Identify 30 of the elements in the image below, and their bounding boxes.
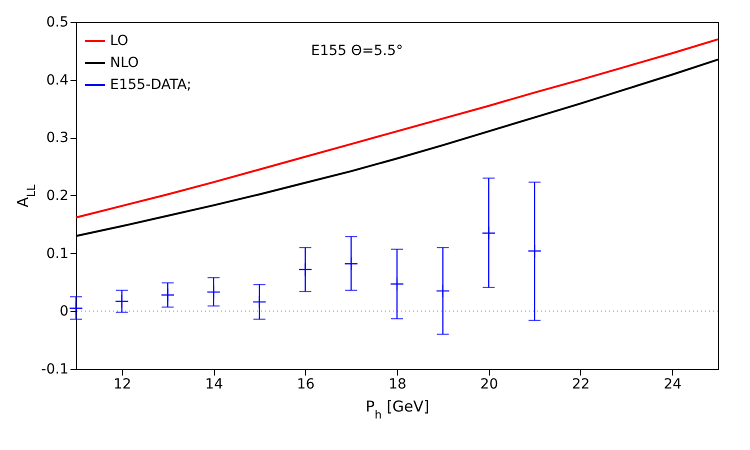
x-tick-label: 14 [205,376,224,392]
legend-label: LO [110,33,128,49]
point [252,294,266,309]
point [160,288,175,302]
y-tick-label: 0 [60,304,68,320]
point [114,294,129,308]
y-tick-label: 0.3 [46,130,68,146]
y-tick-label: -0.1 [41,362,68,378]
x-axis-title: P$_{h}$ [GeV] [366,398,430,421]
point [390,277,404,291]
y-tick-label: 0.4 [46,72,69,88]
annotation: E155 Θ=5.5° [311,43,404,59]
x-tick-label: 16 [296,376,315,392]
x-tick-label: 12 [113,376,132,392]
point [298,262,312,276]
point [482,226,496,240]
x-tick-label: 22 [572,376,590,392]
point [436,284,450,298]
x-tick-label: 24 [664,376,682,392]
point [344,256,358,271]
point [528,244,542,258]
x-tick-label: 20 [480,376,498,392]
point [206,285,220,300]
legend-label: E155-DATA; [110,77,192,93]
x-tick-label: 18 [388,376,406,392]
y-tick-label: 0.5 [46,14,68,30]
legend-label: NLO [110,55,139,71]
y-tick-label: 0.1 [46,246,68,262]
point [69,301,83,316]
y-tick-label: 0.2 [46,188,68,204]
